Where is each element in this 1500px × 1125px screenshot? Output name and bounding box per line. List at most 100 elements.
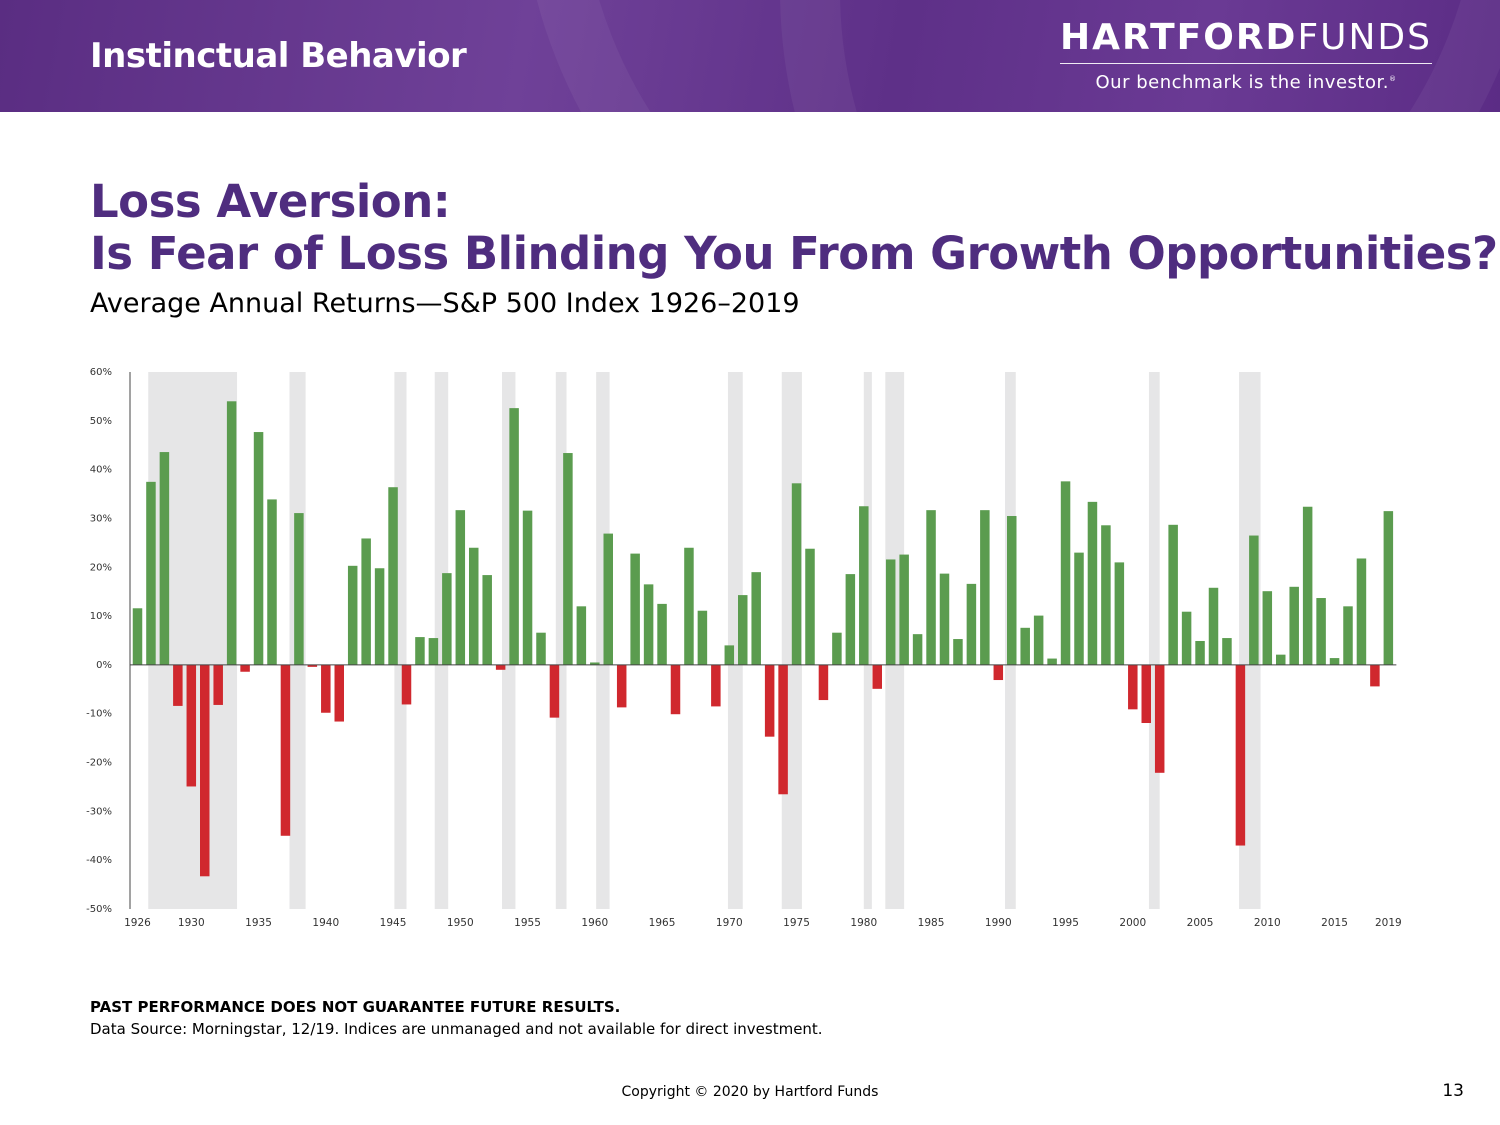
bar-2011: [1276, 654, 1286, 665]
bar-1931: [200, 664, 210, 877]
bar-1971: [738, 595, 748, 665]
x-tick-label: 1960: [581, 917, 608, 929]
y-tick-label: 20%: [90, 562, 112, 573]
bar-1947: [415, 637, 425, 665]
bar-1991: [1007, 516, 1017, 665]
bar-1948: [428, 638, 439, 665]
bar-1976: [805, 548, 815, 665]
bar-1957: [549, 664, 560, 718]
bar-2002: [1154, 664, 1165, 773]
section-title: Instinctual Behavior: [90, 36, 467, 76]
bar-1958: [563, 453, 573, 665]
bar-1935: [253, 432, 264, 665]
x-tick-label: 1945: [380, 917, 407, 929]
x-tick-label: 2015: [1321, 917, 1348, 929]
brand-name-light: FUNDS: [1297, 17, 1432, 58]
bar-1934: [240, 664, 250, 672]
x-tick-label: 1980: [850, 917, 877, 929]
y-tick-label: -40%: [86, 855, 112, 866]
bar-1998: [1101, 525, 1111, 665]
bar-1961: [603, 533, 613, 665]
bar-1952: [482, 575, 492, 665]
x-tick-label: 1935: [245, 917, 272, 929]
bar-1953: [495, 664, 506, 670]
bar-1944: [374, 568, 385, 665]
bar-1928: [159, 452, 170, 665]
data-source-note: Data Source: Morningstar, 12/19. Indices…: [90, 1020, 823, 1038]
chart-subtitle: Average Annual Returns—S&P 500 Index 192…: [90, 288, 800, 319]
x-tick-label: 1985: [918, 917, 945, 929]
performance-disclaimer: PAST PERFORMANCE DOES NOT GUARANTEE FUTU…: [90, 998, 621, 1016]
x-tick-label: 1990: [985, 917, 1012, 929]
bar-1941: [334, 664, 344, 722]
bar-1983: [899, 554, 909, 665]
bar-1954: [509, 408, 519, 665]
headline-line-1: Loss Aversion:: [90, 175, 451, 228]
recession-band: [1148, 372, 1160, 909]
bar-2006: [1208, 587, 1219, 665]
bar-1987: [953, 639, 963, 665]
bar-1946: [401, 664, 412, 705]
header-banner: Instinctual Behavior HARTFORDFUNDS Our b…: [0, 0, 1500, 112]
bar-1967: [684, 547, 694, 665]
bar-1951: [469, 547, 479, 665]
bar-1949: [442, 573, 452, 665]
bar-2015: [1329, 658, 1340, 665]
y-tick-label: 10%: [90, 611, 112, 622]
y-tick-label: 60%: [90, 367, 112, 378]
y-tick-label: -50%: [86, 904, 112, 915]
bar-1962: [616, 664, 627, 708]
copyright-notice: Copyright © 2020 by Hartford Funds: [621, 1084, 879, 1100]
bar-2008: [1235, 664, 1246, 846]
x-tick-label: 1950: [447, 917, 474, 929]
bar-1973: [764, 664, 775, 737]
bar-1986: [939, 573, 950, 665]
bar-1974: [778, 664, 788, 795]
bar-1933: [226, 401, 237, 665]
x-tick-label: 1995: [1052, 917, 1079, 929]
bar-2013: [1302, 506, 1313, 665]
bar-1981: [872, 664, 882, 689]
bar-1972: [751, 572, 761, 665]
bar-1963: [630, 553, 640, 665]
bar-1929: [173, 664, 183, 706]
bar-1930: [186, 664, 197, 787]
page-number: 13: [1442, 1081, 1464, 1101]
bar-1937: [280, 664, 291, 836]
bar-1997: [1087, 501, 1098, 665]
bar-1989: [980, 510, 990, 665]
bar-1938: [294, 513, 304, 665]
x-tick-label: 2005: [1187, 917, 1214, 929]
recession-band: [434, 372, 449, 909]
bar-1936: [267, 499, 277, 665]
bar-1959: [576, 606, 587, 665]
headline-line-2: Is Fear of Loss Blinding You From Growth…: [90, 227, 1498, 280]
bar-1968: [697, 610, 708, 665]
bar-1975: [791, 483, 802, 665]
bar-2001: [1141, 664, 1151, 724]
bar-2014: [1316, 598, 1326, 665]
x-tick-label: 1955: [514, 917, 541, 929]
bar-1927: [146, 481, 156, 665]
bar-1999: [1114, 562, 1125, 665]
bar-1955: [522, 510, 533, 665]
brand-tagline-text: Our benchmark is the investor.: [1095, 72, 1389, 93]
bar-2019: [1383, 511, 1394, 665]
returns-bar-chart: 60% 50% 40% 30% 20% 10% 0% -10% -20% -30% -40% -50%…: [86, 367, 1402, 929]
bar-1932: [213, 664, 223, 705]
bar-1994: [1047, 658, 1057, 665]
bar-1956: [536, 632, 546, 665]
bar-2005: [1195, 640, 1205, 665]
bar-1985: [926, 510, 936, 665]
bar-2003: [1168, 524, 1178, 665]
bar-2017: [1356, 558, 1367, 665]
bar-1940: [321, 664, 331, 713]
registered-mark: ®: [1388, 75, 1397, 83]
bar-1993: [1033, 615, 1044, 665]
x-tick-label: 1965: [649, 917, 676, 929]
x-tick-label: 1940: [312, 917, 339, 929]
recession-band: [727, 372, 743, 909]
bar-1980: [859, 506, 869, 665]
bar-1996: [1074, 552, 1084, 665]
bar-1977: [818, 664, 829, 701]
